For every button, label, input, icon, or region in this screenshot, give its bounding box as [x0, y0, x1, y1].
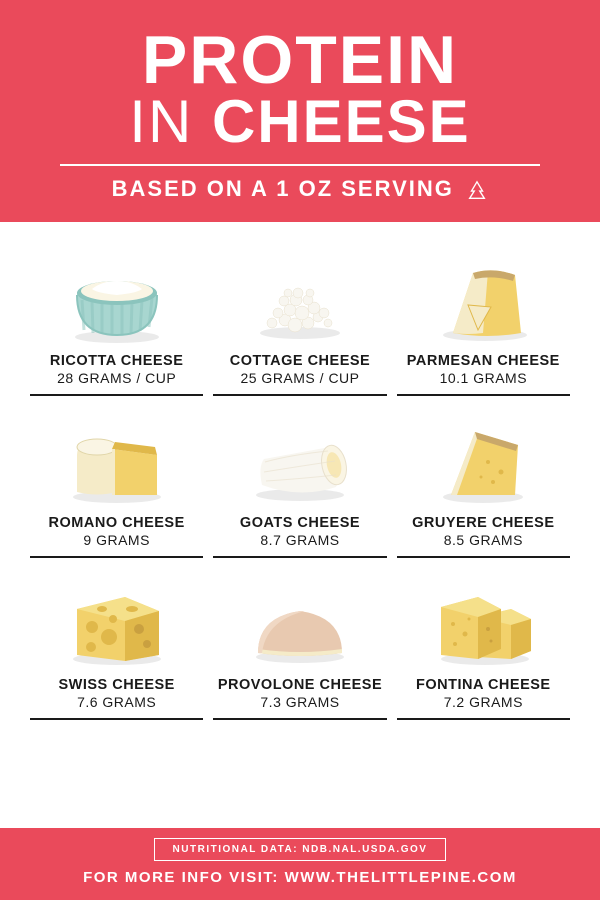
cheese-card-gruyere: GRUYERE CHEESE 8.5 GRAMS	[397, 402, 570, 558]
subtitle: BASED ON A 1 OZ SERVING	[112, 176, 454, 202]
cheese-card-goat: GOATS CHEESE 8.7 GRAMS	[213, 402, 386, 558]
title-thin: IN	[129, 88, 193, 155]
cheese-card-parmesan: PARMESAN CHEESE 10.1 GRAMS	[397, 240, 570, 396]
cheese-name: GRUYERE CHEESE	[399, 515, 568, 531]
cottage-icon	[235, 240, 365, 345]
cheese-amount: 7.6 GRAMS	[32, 694, 201, 710]
cheese-grid: RICOTTA CHEESE 28 GRAMS / CUP COTTAGE CH…	[0, 222, 600, 728]
pine-logo-icon	[466, 180, 488, 202]
cheese-name: ROMANO CHEESE	[32, 515, 201, 531]
cheese-card-ricotta: RICOTTA CHEESE 28 GRAMS / CUP	[30, 240, 203, 396]
cheese-amount: 7.2 GRAMS	[399, 694, 568, 710]
title-line1: PROTEIN	[40, 28, 560, 93]
subtitle-row: BASED ON A 1 OZ SERVING	[40, 176, 560, 203]
footer-link-url: WWW.THELITTLEPINE.COM	[285, 869, 517, 886]
header-banner: PROTEIN IN CHEESE BASED ON A 1 OZ SERVIN…	[0, 0, 600, 222]
cheese-name: RICOTTA CHEESE	[32, 353, 201, 369]
label-box: ROMANO CHEESE 9 GRAMS	[30, 511, 203, 558]
header-divider	[60, 164, 540, 166]
cheese-card-fontina: FONTINA CHEESE 7.2 GRAMS	[397, 564, 570, 720]
ricotta-icon	[52, 240, 182, 345]
cheese-name: GOATS CHEESE	[215, 515, 384, 531]
cheese-card-provolone: PROVOLONE CHEESE 7.3 GRAMS	[213, 564, 386, 720]
title-bold: CHEESE	[212, 88, 471, 155]
swiss-icon	[52, 564, 182, 669]
label-box: COTTAGE CHEESE 25 GRAMS / CUP	[213, 349, 386, 396]
cheese-card-cottage: COTTAGE CHEESE 25 GRAMS / CUP	[213, 240, 386, 396]
parmesan-icon	[418, 240, 548, 345]
cheese-name: FONTINA CHEESE	[399, 677, 568, 693]
label-box: PROVOLONE CHEESE 7.3 GRAMS	[213, 673, 386, 720]
cheese-name: COTTAGE CHEESE	[215, 353, 384, 369]
title-line2: IN CHEESE	[40, 93, 560, 150]
label-box: PARMESAN CHEESE 10.1 GRAMS	[397, 349, 570, 396]
label-box: GOATS CHEESE 8.7 GRAMS	[213, 511, 386, 558]
label-box: SWISS CHEESE 7.6 GRAMS	[30, 673, 203, 720]
cheese-name: PARMESAN CHEESE	[399, 353, 568, 369]
provolone-icon	[235, 564, 365, 669]
goat-icon	[235, 402, 365, 507]
cheese-amount: 28 GRAMS / CUP	[32, 370, 201, 386]
romano-icon	[52, 402, 182, 507]
cheese-amount: 25 GRAMS / CUP	[215, 370, 384, 386]
label-box: RICOTTA CHEESE 28 GRAMS / CUP	[30, 349, 203, 396]
footer-source: NUTRITIONAL DATA: NDB.NAL.USDA.GOV	[154, 838, 447, 861]
footer-link: FOR MORE INFO VISIT: WWW.THELITTLEPINE.C…	[30, 869, 570, 886]
fontina-icon	[418, 564, 548, 669]
cheese-amount: 8.5 GRAMS	[399, 532, 568, 548]
label-box: FONTINA CHEESE 7.2 GRAMS	[397, 673, 570, 720]
cheese-amount: 7.3 GRAMS	[215, 694, 384, 710]
cheese-card-romano: ROMANO CHEESE 9 GRAMS	[30, 402, 203, 558]
gruyere-icon	[418, 402, 548, 507]
cheese-name: PROVOLONE CHEESE	[215, 677, 384, 693]
label-box: GRUYERE CHEESE 8.5 GRAMS	[397, 511, 570, 558]
cheese-amount: 9 GRAMS	[32, 532, 201, 548]
footer-banner: NUTRITIONAL DATA: NDB.NAL.USDA.GOV FOR M…	[0, 828, 600, 900]
footer-link-prefix: FOR MORE INFO VISIT:	[83, 869, 279, 886]
cheese-card-swiss: SWISS CHEESE 7.6 GRAMS	[30, 564, 203, 720]
cheese-amount: 8.7 GRAMS	[215, 532, 384, 548]
cheese-name: SWISS CHEESE	[32, 677, 201, 693]
cheese-amount: 10.1 GRAMS	[399, 370, 568, 386]
